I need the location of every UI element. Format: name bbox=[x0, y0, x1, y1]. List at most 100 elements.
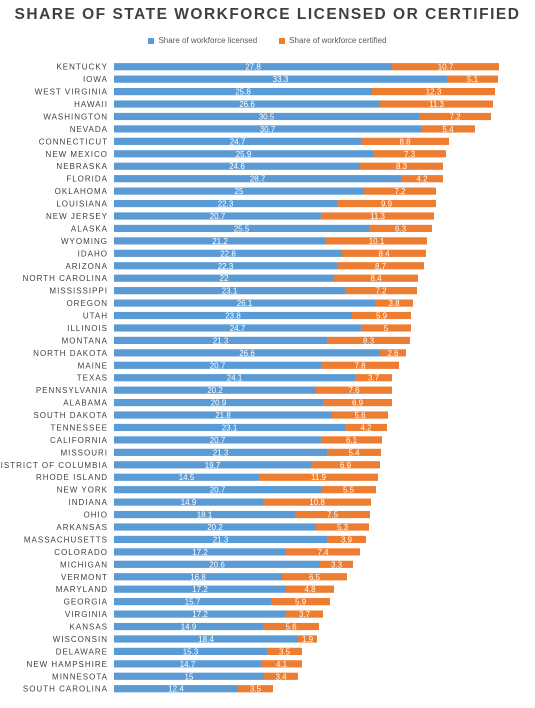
data-label: 20.2 bbox=[207, 386, 223, 395]
bar-certified bbox=[392, 63, 499, 71]
category-label: KENTUCKY bbox=[56, 63, 108, 72]
data-label: 14.9 bbox=[181, 498, 197, 507]
data-label: 3.3 bbox=[331, 560, 343, 569]
data-label: 20.2 bbox=[207, 523, 223, 532]
data-label: 4.2 bbox=[416, 175, 428, 184]
bar-licensed bbox=[114, 249, 342, 257]
data-label: 30.7 bbox=[260, 125, 276, 134]
category-label: OREGON bbox=[66, 299, 108, 308]
category-label: ALABAMA bbox=[63, 399, 108, 408]
data-label: 30.5 bbox=[259, 112, 275, 121]
bar-certified bbox=[361, 324, 411, 332]
bar-licensed bbox=[114, 175, 401, 183]
data-label: 33.3 bbox=[273, 75, 289, 84]
data-label: 4.1 bbox=[276, 660, 288, 669]
bar-certified bbox=[419, 112, 491, 121]
data-label: 3.5 bbox=[250, 685, 262, 694]
bar-certified bbox=[345, 423, 387, 432]
bar-certified bbox=[320, 560, 353, 568]
bar-certified bbox=[369, 224, 432, 233]
bar-certified bbox=[321, 361, 399, 369]
category-label: NEW JERSEY bbox=[46, 212, 108, 221]
data-label: 25.9 bbox=[236, 150, 252, 159]
data-label: 21.8 bbox=[215, 411, 231, 420]
category-label: GEORGIA bbox=[64, 598, 108, 607]
data-label: 22 bbox=[220, 274, 229, 283]
bar-certified bbox=[360, 162, 443, 170]
bar-licensed bbox=[114, 535, 327, 544]
category-label: WYOMING bbox=[61, 237, 108, 246]
bar-licensed bbox=[114, 88, 372, 96]
data-label: 8.3 bbox=[363, 336, 375, 345]
data-label: 22.3 bbox=[218, 262, 234, 271]
data-label: 4.2 bbox=[360, 423, 372, 432]
bar-certified bbox=[327, 336, 410, 344]
category-label: DISTRICT OF COLUMBIA bbox=[0, 461, 108, 470]
bar-licensed bbox=[114, 287, 345, 295]
data-label: 11.3 bbox=[429, 100, 445, 109]
data-label: 28.7 bbox=[250, 175, 266, 184]
category-label: VERMONT bbox=[61, 573, 108, 582]
category-label: INDIANA bbox=[69, 498, 108, 507]
data-label: 6.9 bbox=[340, 461, 352, 470]
category-label: NEW MEXICO bbox=[46, 150, 108, 159]
bar-certified bbox=[372, 88, 495, 96]
category-label: KANSAS bbox=[70, 623, 108, 632]
data-label: 8.3 bbox=[396, 162, 408, 171]
bar-licensed bbox=[114, 361, 321, 369]
bar-certified bbox=[342, 249, 426, 257]
bar-certified bbox=[380, 100, 493, 108]
bar-licensed bbox=[114, 386, 316, 394]
data-label: 15.3 bbox=[183, 647, 199, 656]
category-label: UTAH bbox=[83, 312, 108, 321]
data-label: 5.3 bbox=[337, 523, 349, 532]
category-label: MISSOURI bbox=[60, 448, 108, 457]
bar-licensed bbox=[114, 262, 337, 270]
data-label: 5.9 bbox=[295, 598, 307, 607]
data-label: 17.2 bbox=[192, 585, 208, 594]
category-label: MAINE bbox=[78, 361, 108, 370]
bar-certified bbox=[271, 598, 330, 606]
bar-certified bbox=[316, 523, 369, 531]
bar-licensed bbox=[114, 311, 352, 320]
bar-licensed bbox=[114, 299, 375, 307]
data-label: 7.3 bbox=[404, 150, 416, 159]
bar-licensed bbox=[114, 510, 295, 519]
data-label: 25.5 bbox=[234, 224, 250, 233]
bar-certified bbox=[327, 535, 366, 544]
data-label: 23.1 bbox=[222, 423, 238, 432]
data-label: 22.3 bbox=[218, 200, 234, 209]
bar-licensed bbox=[114, 374, 355, 382]
bar-licensed bbox=[114, 411, 332, 419]
data-label: 14.7 bbox=[180, 660, 196, 669]
data-label: 1.9 bbox=[302, 635, 314, 644]
bar-certified bbox=[263, 498, 371, 506]
bar-licensed bbox=[114, 349, 380, 357]
data-label: 26.6 bbox=[239, 100, 255, 109]
category-label: WISCONSIN bbox=[53, 635, 108, 644]
data-label: 20.7 bbox=[210, 436, 226, 445]
bar-licensed bbox=[114, 461, 311, 469]
bar-licensed bbox=[114, 212, 321, 220]
category-label: TENNESSEE bbox=[51, 423, 108, 432]
category-label: NEW HAMPSHIRE bbox=[27, 660, 108, 669]
bar-certified bbox=[401, 175, 443, 183]
bar-licensed bbox=[114, 672, 264, 680]
bar-certified bbox=[323, 399, 392, 407]
data-label: 7.2 bbox=[375, 287, 387, 296]
bar-licensed bbox=[114, 100, 380, 108]
data-label: 12.4 bbox=[168, 685, 184, 694]
data-label: 20.6 bbox=[209, 560, 225, 569]
data-label: 21.2 bbox=[212, 237, 228, 246]
bar-licensed bbox=[114, 573, 282, 581]
data-label: 5.6 bbox=[285, 623, 297, 632]
category-label: MICHIGAN bbox=[60, 560, 108, 569]
data-label: 23.1 bbox=[222, 287, 238, 296]
bar-licensed bbox=[114, 237, 326, 245]
bar-licensed bbox=[114, 523, 316, 531]
bar-certified bbox=[337, 262, 424, 270]
category-label: ALASKA bbox=[71, 224, 108, 233]
category-label: MISSISSIPPI bbox=[49, 287, 108, 296]
bar-licensed bbox=[114, 336, 327, 344]
data-label: 7.2 bbox=[394, 187, 406, 196]
